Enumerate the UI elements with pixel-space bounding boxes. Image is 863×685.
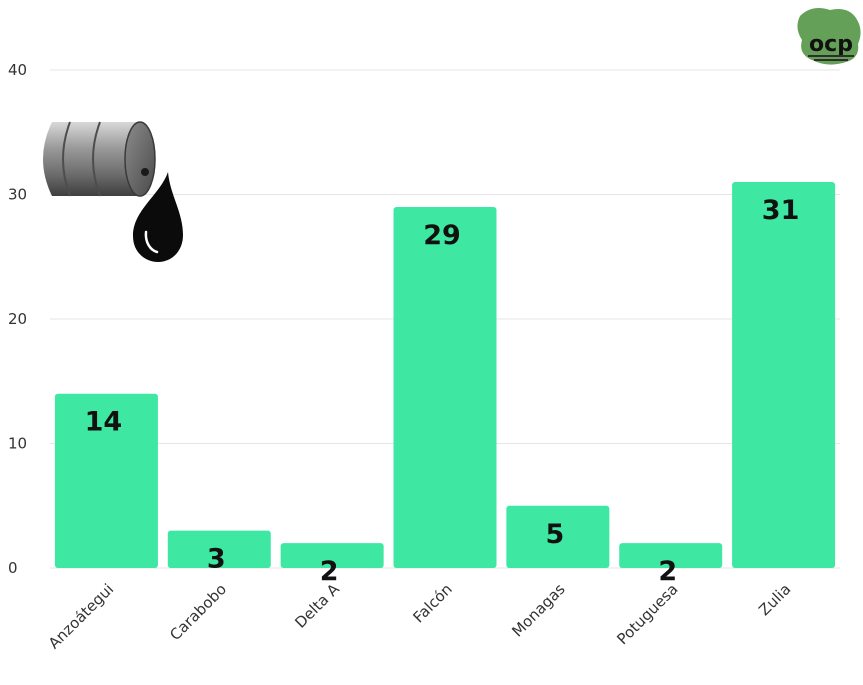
oil-barrel-with-drop-icon	[43, 121, 183, 262]
bar	[167, 530, 271, 568]
bar	[54, 393, 158, 568]
x-tick-label: Carabobo	[166, 580, 230, 644]
bar	[619, 543, 723, 568]
data-label: 14	[85, 407, 123, 438]
x-tick-label: Falcón	[409, 580, 455, 626]
data-label: 31	[762, 195, 800, 226]
bar	[732, 182, 836, 569]
x-tick-label: Delta A	[291, 580, 343, 632]
x-tick-label: Zulia	[755, 580, 794, 619]
bar	[393, 206, 497, 568]
x-tick-label: Potuguesa	[613, 580, 681, 648]
bars: 14 3 2 29 5 2 31	[54, 182, 836, 587]
y-tick-label: 30	[8, 186, 27, 204]
y-tick-label: 20	[8, 310, 27, 328]
bar	[506, 505, 610, 568]
y-tick-label: 0	[8, 559, 18, 577]
y-axis: 0 10 20 30 40	[8, 61, 27, 577]
logo-text: ocp	[809, 32, 853, 57]
data-label: 2	[658, 556, 677, 587]
y-tick-label: 10	[8, 435, 27, 453]
data-label: 3	[207, 544, 226, 575]
bar	[280, 543, 384, 568]
y-tick-label: 40	[8, 61, 27, 79]
ocp-logo-icon: ocp	[797, 8, 861, 65]
x-axis: Anzoátegui Carabobo Delta A Falcón Monagas Po…	[45, 580, 794, 653]
data-label: 2	[320, 556, 339, 587]
x-tick-label: Monagas	[508, 580, 568, 640]
x-tick-label: Anzoátegui	[45, 580, 117, 652]
data-label: 5	[545, 519, 564, 550]
data-label: 29	[423, 220, 461, 251]
